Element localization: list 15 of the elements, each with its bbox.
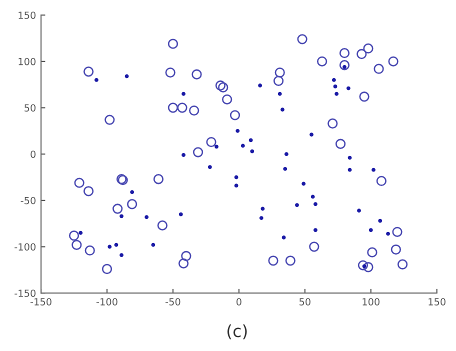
x-tick-label: 0 bbox=[236, 298, 242, 306]
x-tick-label: 150 bbox=[428, 298, 446, 306]
y-tick-label: 100 bbox=[18, 58, 36, 66]
x-tick-label: -150 bbox=[30, 298, 52, 306]
text: (c) bbox=[227, 324, 247, 340]
y-tick-label: 0 bbox=[30, 150, 36, 158]
x-tick-label: 100 bbox=[362, 298, 380, 306]
x-tick-label: -50 bbox=[166, 298, 180, 306]
y-tick-label: 150 bbox=[18, 12, 36, 19]
y-tick-label: 50 bbox=[24, 104, 36, 112]
y-tick-label: -50 bbox=[20, 196, 36, 204]
x-tick-label: -100 bbox=[96, 298, 118, 306]
x-tick-label: 50 bbox=[299, 298, 310, 306]
y-tick-label: -100 bbox=[14, 243, 36, 251]
y-tick-label: -150 bbox=[14, 290, 36, 297]
